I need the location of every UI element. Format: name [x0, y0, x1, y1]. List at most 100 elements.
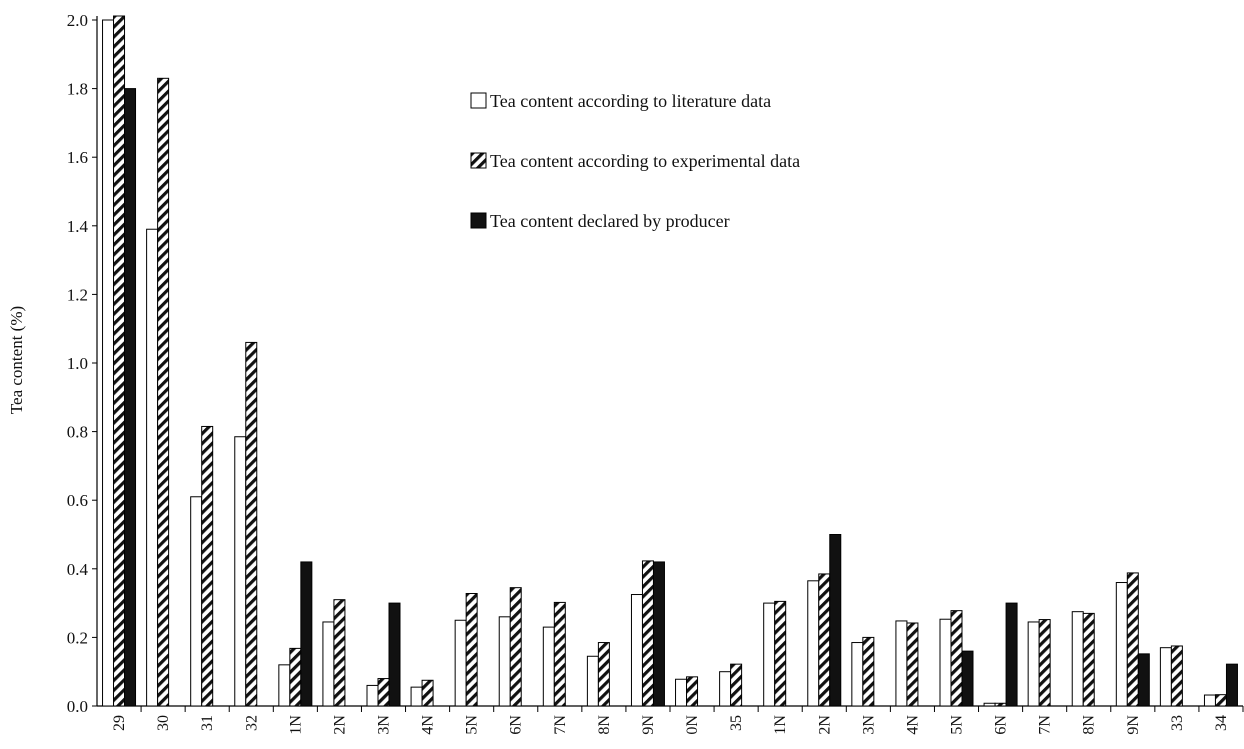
- bar-black-12: [652, 561, 665, 707]
- bar-hatched-10: [553, 601, 566, 707]
- x-category-label: 8N: [1081, 715, 1098, 735]
- legend-swatch-hatched: [470, 152, 487, 169]
- x-category-label: 34: [1213, 715, 1230, 731]
- bar-black-0: [124, 88, 137, 707]
- bar-white-11: [586, 655, 599, 707]
- y-tick-label: 0.4: [67, 560, 89, 579]
- bars: [102, 15, 1238, 707]
- x-category-label: 33: [1169, 715, 1186, 731]
- bar-white-4: [278, 664, 291, 707]
- y-tick-label: 1.6: [67, 148, 88, 167]
- bar-black-23: [1137, 653, 1150, 707]
- bar-white-2: [190, 496, 203, 707]
- x-category-label: 30: [155, 715, 172, 731]
- bar-hatched-23: [1126, 572, 1139, 707]
- bar-hatched-2: [201, 425, 214, 707]
- bar-white-14: [719, 671, 732, 707]
- bar-hatched-17: [862, 636, 875, 707]
- bar-hatched-24: [1170, 645, 1183, 707]
- x-category-label: 1N: [287, 715, 304, 735]
- bar-hatched-21: [1038, 619, 1051, 707]
- bar-white-21: [1027, 621, 1040, 707]
- x-category-label: 9N: [1125, 715, 1142, 735]
- x-category-label: 2N: [816, 715, 833, 735]
- bar-hatched-11: [597, 642, 610, 707]
- bar-hatched-19: [950, 610, 963, 707]
- bar-white-19: [939, 618, 952, 707]
- bar-hatched-1: [157, 77, 170, 707]
- legend-label: Tea content declared by producer: [490, 211, 730, 231]
- bar-hatched-12: [641, 560, 654, 707]
- y-tick-label: 0.0: [67, 697, 88, 716]
- y-tick-label: 1.8: [67, 80, 88, 99]
- bar-hatched-13: [686, 676, 699, 707]
- bar-white-8: [454, 619, 467, 707]
- x-category-label: 3N: [860, 715, 877, 735]
- x-category-label: 9N: [640, 715, 657, 735]
- legend-label: Tea content according to experimental da…: [490, 151, 800, 171]
- bar-hatched-0: [113, 15, 126, 707]
- bar-hatched-16: [818, 573, 831, 707]
- x-category-label: 7N: [552, 715, 569, 735]
- bar-hatched-20: [994, 702, 1007, 707]
- bar-white-6: [366, 684, 379, 707]
- bar-black-19: [961, 650, 974, 707]
- bar-black-16: [829, 534, 842, 707]
- bar-white-15: [763, 602, 776, 707]
- legend-swatch-black: [470, 212, 487, 229]
- bar-hatched-22: [1082, 612, 1095, 707]
- x-category-label: 35: [728, 715, 745, 731]
- bar-hatched-6: [377, 678, 390, 707]
- x-category-label: 1N: [772, 715, 789, 735]
- y-tick-label: 0.8: [67, 423, 88, 442]
- bar-white-12: [630, 594, 643, 707]
- bar-hatched-25: [1214, 694, 1227, 707]
- x-category-label: 7N: [1037, 715, 1054, 735]
- x-category-label: 4N: [420, 715, 437, 735]
- bar-black-6: [388, 602, 401, 707]
- bar-white-17: [851, 642, 864, 707]
- bar-black-20: [1005, 602, 1018, 707]
- bar-white-0: [102, 19, 115, 707]
- x-category-label: 2N: [331, 715, 348, 735]
- x-category-label: 29: [111, 715, 128, 731]
- x-category-label: 5N: [464, 715, 481, 735]
- bar-hatched-8: [465, 592, 478, 707]
- bar-white-13: [675, 678, 688, 707]
- bar-hatched-5: [333, 599, 346, 707]
- x-category-label: 31: [199, 715, 216, 731]
- y-axis-title: Tea content (%): [7, 306, 26, 414]
- bar-white-7: [410, 686, 423, 707]
- bar-white-18: [895, 620, 908, 707]
- bar-hatched-3: [245, 341, 258, 707]
- bar-hatched-7: [421, 679, 434, 707]
- x-category-label: 32: [243, 715, 260, 731]
- y-tick-label: 1.4: [67, 217, 89, 236]
- bar-white-24: [1159, 647, 1172, 707]
- y-tick-label: 0.2: [67, 628, 88, 647]
- y-tick-label: 1.0: [67, 354, 88, 373]
- legend-label: Tea content according to literature data: [490, 91, 771, 111]
- legend-swatch-white: [470, 92, 487, 109]
- bar-white-16: [807, 580, 820, 707]
- bar-white-22: [1071, 611, 1084, 707]
- bar-hatched-18: [906, 622, 919, 707]
- x-category-label: 4N: [904, 715, 921, 735]
- bar-hatched-9: [509, 587, 522, 707]
- bar-black-25: [1225, 663, 1238, 707]
- y-tick-label: 1.2: [67, 285, 88, 304]
- x-category-label: 6N: [993, 715, 1010, 735]
- y-tick-label: 2.0: [67, 11, 88, 30]
- legend: Tea content according to literature data…: [470, 91, 800, 231]
- x-category-label: 6N: [508, 715, 525, 735]
- bar-white-3: [234, 436, 247, 707]
- bar-white-25: [1203, 694, 1216, 707]
- bar-white-10: [542, 626, 555, 707]
- bar-hatched-14: [730, 663, 743, 707]
- bar-hatched-15: [774, 600, 787, 707]
- x-category-label: 5N: [949, 715, 966, 735]
- x-category-label: 8N: [596, 715, 613, 735]
- bar-white-23: [1115, 582, 1128, 707]
- x-category-label: 0N: [684, 715, 701, 735]
